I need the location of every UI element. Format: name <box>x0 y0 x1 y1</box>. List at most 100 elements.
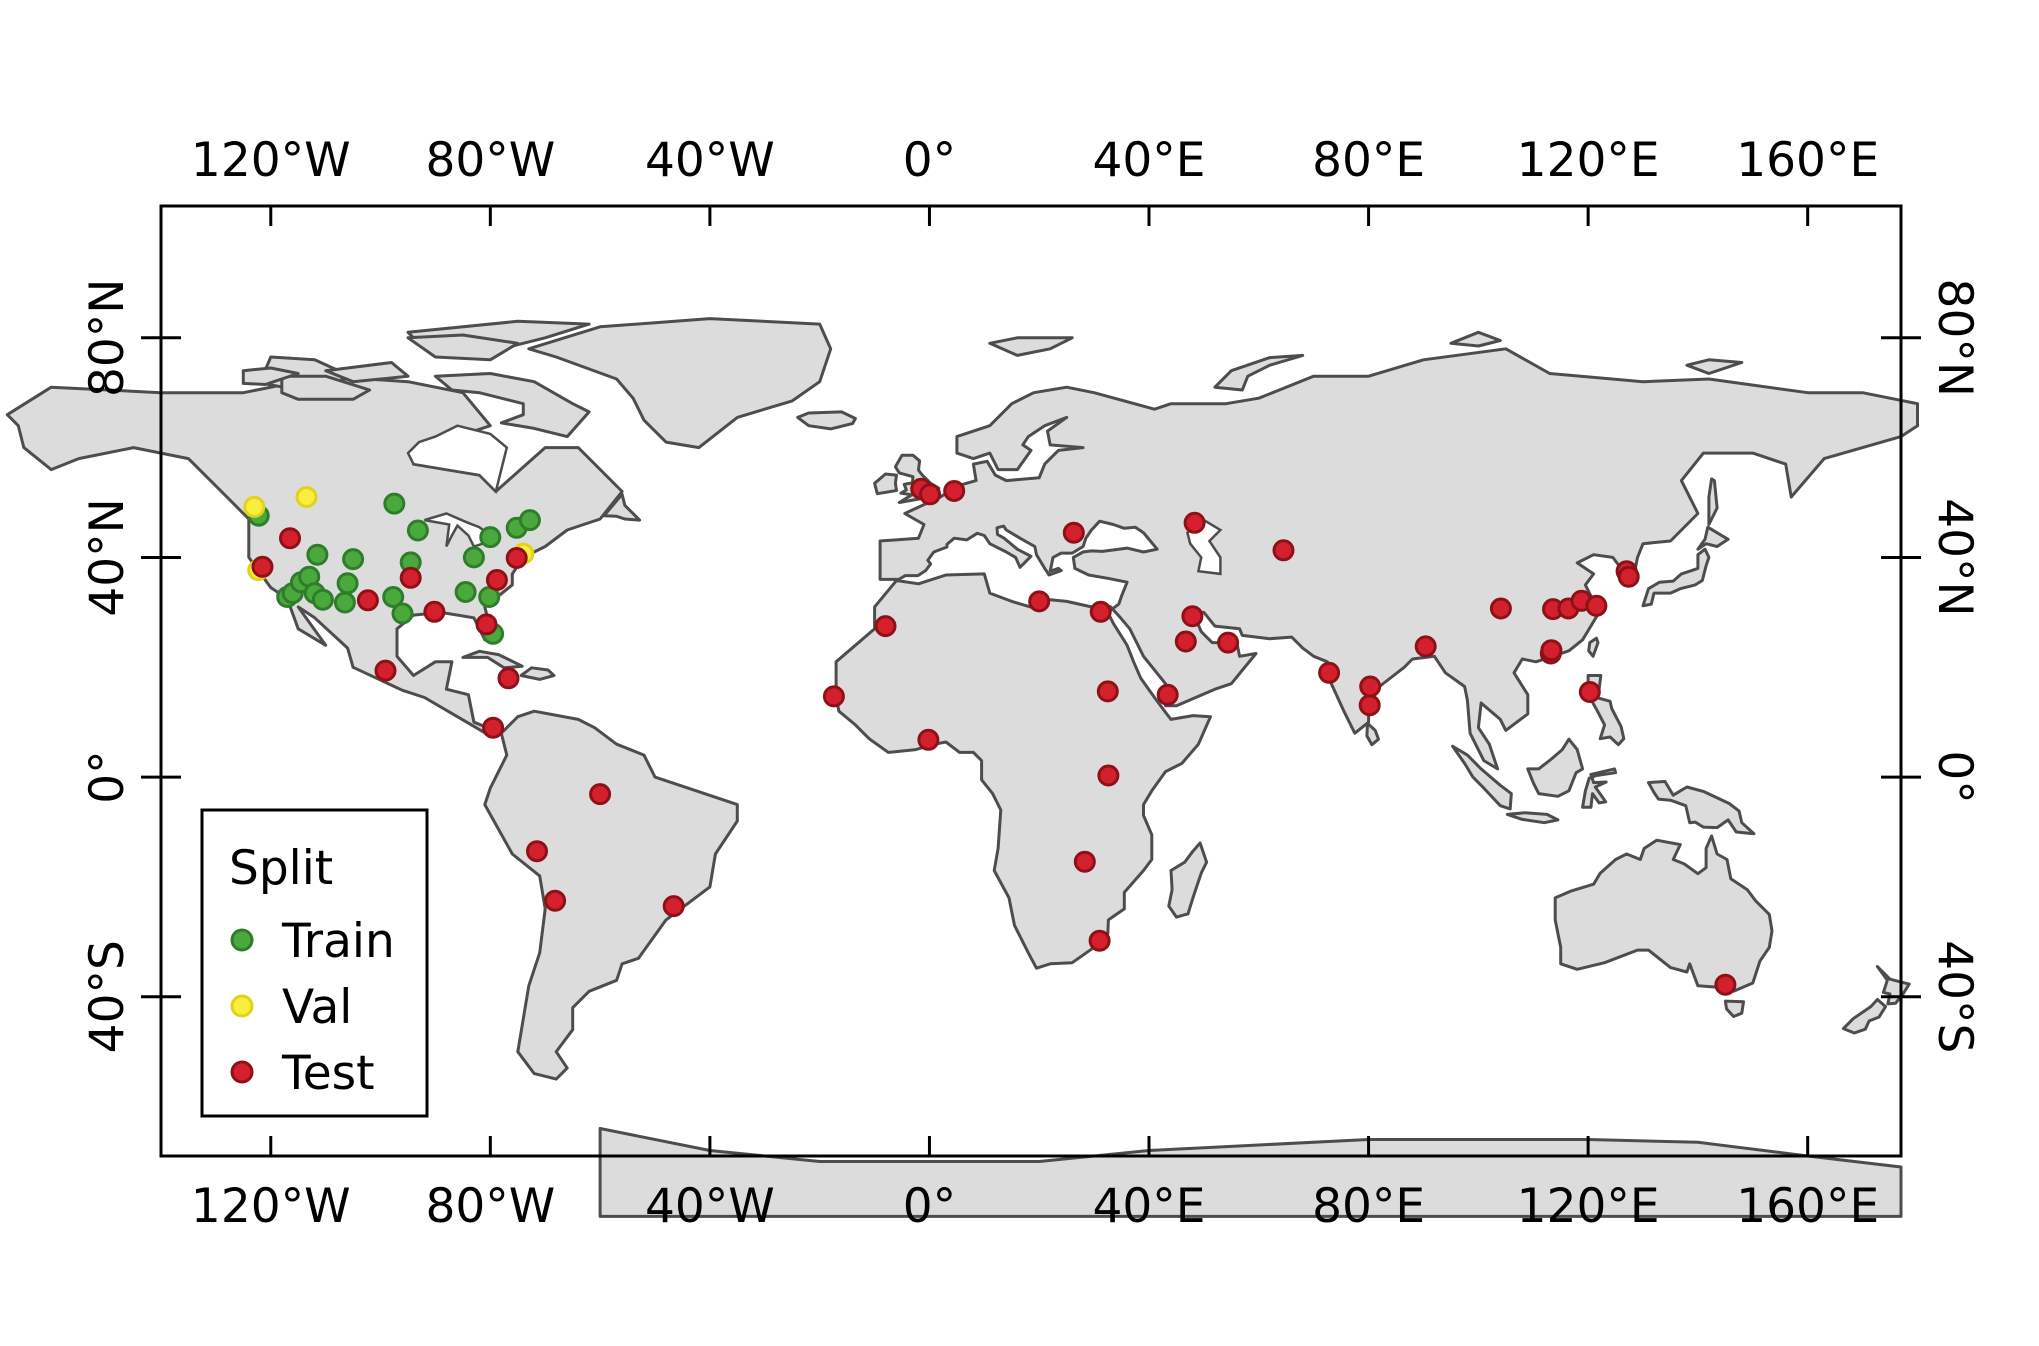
val-point <box>295 486 318 508</box>
map-frame <box>159 204 1903 1158</box>
top-tick-label: 160°E <box>1736 133 1879 188</box>
test-point <box>943 480 966 502</box>
train-point <box>462 546 485 569</box>
land-antarctica <box>598 1127 1903 1218</box>
bottom-tick-label: 80°W <box>425 1179 555 1234</box>
land-banks <box>241 366 300 386</box>
bottom-tick-label: 0° <box>903 1179 956 1234</box>
land-nsib <box>1685 358 1744 375</box>
land-victoria-isl <box>280 374 372 401</box>
test-point <box>1489 597 1512 620</box>
test-point <box>1585 594 1608 617</box>
test-point <box>544 889 567 912</box>
test-point <box>497 667 520 690</box>
test-point <box>1062 521 1085 544</box>
train-point <box>383 492 406 515</box>
legend-label-train: Train <box>281 914 395 969</box>
test-point <box>1096 680 1119 703</box>
train-point <box>406 519 429 542</box>
land-baffin <box>433 372 591 439</box>
legend-marker-test <box>230 1060 254 1084</box>
test-point <box>1156 683 1179 706</box>
test-point <box>1318 661 1341 684</box>
test-point <box>1073 850 1096 873</box>
axis-ticks: 120°W 80°W 40°W 0° 40°E 80°E 120°E 160°E 120°W 80… <box>80 133 1982 1234</box>
train-point <box>342 548 365 571</box>
test-point <box>1088 929 1111 952</box>
legend-items: Train Val Test <box>230 914 395 1101</box>
land-japan <box>1641 547 1711 608</box>
land-novaya-zemlya <box>1213 353 1305 392</box>
test-point <box>526 840 548 863</box>
test-point <box>505 547 528 569</box>
legend-label-val: Val <box>282 980 352 1035</box>
test-point <box>1578 681 1601 703</box>
legend-marker-val <box>230 994 254 1018</box>
test-point <box>475 613 498 636</box>
test-point <box>1617 565 1640 588</box>
top-tick-label: 120°W <box>191 133 351 188</box>
bottom-tick-label: 120°E <box>1517 1179 1660 1234</box>
top-tick-label: 0° <box>903 133 956 188</box>
test-point <box>1097 764 1120 787</box>
right-tick-label: 40°N <box>1927 498 1982 616</box>
land-sakhalin <box>1707 477 1719 526</box>
test-point <box>1183 511 1206 534</box>
test-point <box>917 728 940 751</box>
bottom-tick-label: 40°E <box>1093 1179 1206 1234</box>
land-svalbard <box>988 336 1074 357</box>
legend-title: Split <box>229 841 333 896</box>
land-new-zealand-n <box>1875 965 1911 1006</box>
test-point <box>589 783 612 806</box>
test-point <box>874 615 897 638</box>
test-point <box>1540 639 1563 662</box>
top-tick-label: 80°E <box>1312 133 1425 188</box>
land-hispaniola <box>519 666 556 681</box>
land-new-zealand-s <box>1841 998 1888 1035</box>
train-point <box>306 543 329 566</box>
test-point <box>482 716 505 739</box>
right-tick-label: 40°S <box>1927 940 1982 1053</box>
right-tick-label: 0° <box>1927 750 1982 803</box>
test-point <box>1358 694 1381 717</box>
test-point <box>356 589 379 612</box>
test-point <box>374 659 397 682</box>
train-point <box>518 509 541 532</box>
land-eurasia <box>834 347 1919 970</box>
land-sulawesi <box>1581 767 1618 809</box>
land-sumatra <box>1451 744 1513 811</box>
land-south-america <box>483 709 739 1081</box>
right-tick-label: 80°N <box>1927 279 1982 397</box>
bottom-tick-label: 160°E <box>1736 1179 1879 1234</box>
land-iceland <box>796 410 857 431</box>
train-point <box>382 586 405 608</box>
train-point <box>336 572 359 595</box>
top-tick-label: 120°E <box>1517 133 1660 188</box>
top-tick-label: 80°W <box>425 133 555 188</box>
test-point <box>919 483 941 506</box>
train-point <box>454 581 477 603</box>
test-point <box>1217 631 1240 654</box>
series-train <box>247 492 541 645</box>
test-point <box>1272 539 1295 562</box>
left-tick-label: 80°N <box>80 279 135 397</box>
land-ellesmere <box>406 333 520 362</box>
points-layer <box>243 477 1737 996</box>
top-tick-label: 40°W <box>645 133 775 188</box>
land-hokkaido <box>1696 525 1730 551</box>
test-point <box>1089 600 1112 623</box>
land-greenland <box>527 317 833 450</box>
bottom-tick-label: 40°W <box>645 1179 775 1234</box>
test-point <box>1359 675 1382 698</box>
top-tick-label: 40°E <box>1093 133 1206 188</box>
test-point <box>251 555 274 578</box>
land-borneo <box>1526 737 1585 798</box>
land-cuba <box>461 649 524 670</box>
val-point <box>243 495 266 518</box>
land-newfoundland <box>602 492 642 522</box>
left-tick-label: 40°S <box>80 940 135 1053</box>
legend-label-test: Test <box>281 1046 375 1101</box>
legend-marker-train <box>230 928 254 952</box>
land-madagascar <box>1167 841 1209 919</box>
